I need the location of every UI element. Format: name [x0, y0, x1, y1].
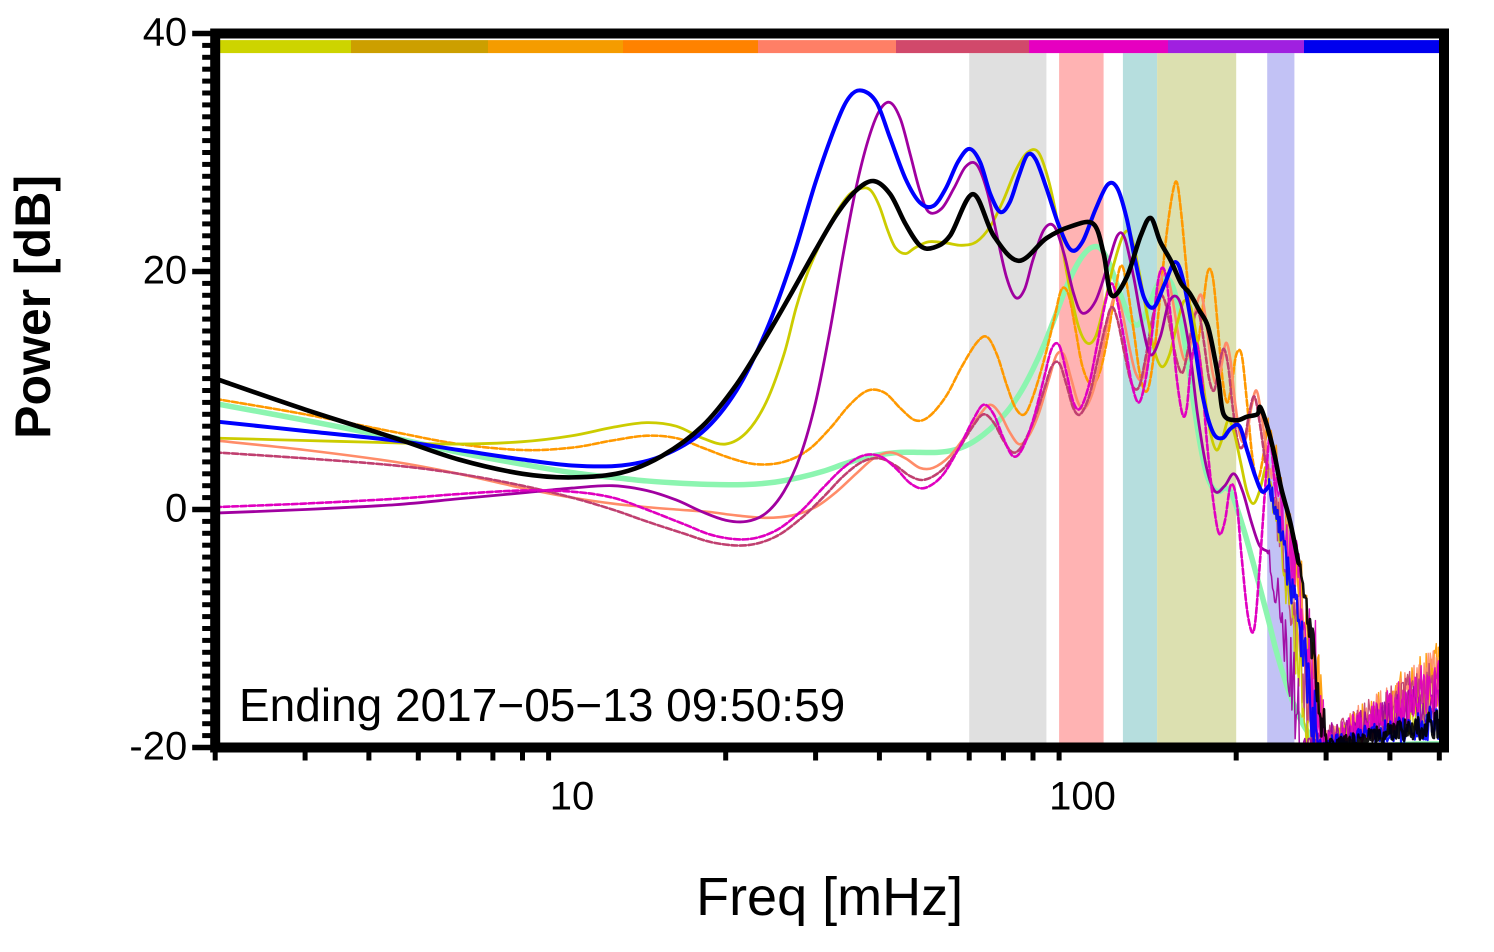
svg-text:100: 100: [1049, 775, 1116, 819]
svg-text:40: 40: [143, 11, 188, 55]
svg-text:0: 0: [165, 487, 187, 531]
svg-text:20: 20: [143, 249, 188, 293]
svg-text:-20: -20: [129, 725, 187, 769]
svg-text:10: 10: [550, 775, 595, 819]
